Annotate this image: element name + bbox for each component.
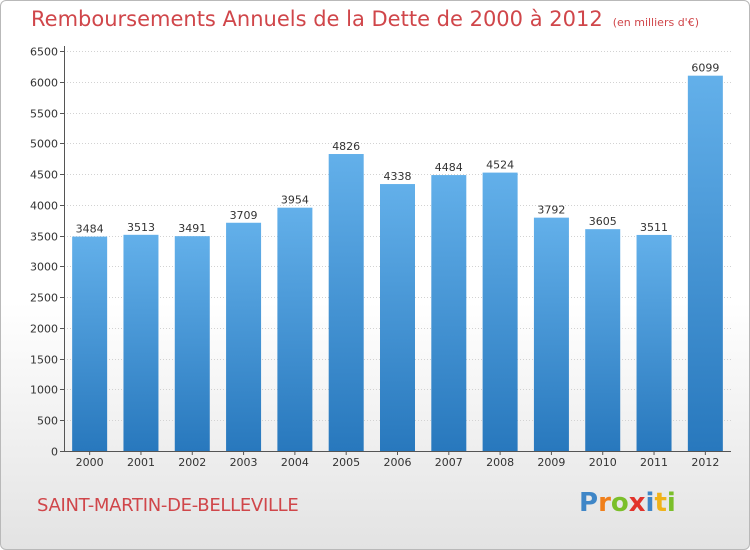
x-tick-label: 2006 <box>384 456 412 469</box>
y-tick-label: 4000 <box>30 200 58 213</box>
bar-value-label: 3511 <box>640 221 668 234</box>
y-tick-label: 1000 <box>30 384 58 397</box>
bar <box>687 75 723 451</box>
x-tick-label: 2001 <box>127 456 155 469</box>
labels: 0 500 1000 1500 2000 2500 3000 3500 4000 4500 5000… <box>30 46 719 470</box>
x-tick-label: 2007 <box>435 456 463 469</box>
x-tick-label: 2003 <box>230 456 258 469</box>
location-name: SAINT-MARTIN-DE-BELLEVILLE <box>37 495 299 516</box>
proxiti-logo: Proxiti <box>579 488 676 518</box>
logo-letter: r <box>598 488 611 518</box>
y-tick-label: 3000 <box>30 261 58 274</box>
y-tick-label: 0 <box>51 446 58 459</box>
bar <box>533 217 569 451</box>
x-tick-label: 2011 <box>640 456 668 469</box>
x-tick-label: 2010 <box>589 456 617 469</box>
y-tick-label: 2000 <box>30 323 58 336</box>
bar <box>72 236 108 451</box>
bar <box>328 154 364 451</box>
x-tick-label: 2004 <box>281 456 309 469</box>
y-tick-label: 3500 <box>30 231 58 244</box>
logo-letter: i <box>645 488 655 518</box>
x-tick-label: 2005 <box>332 456 360 469</box>
bar <box>123 234 159 451</box>
bar-value-label: 3709 <box>230 209 258 222</box>
bar <box>380 184 415 452</box>
y-tick-label: 5000 <box>30 138 58 151</box>
bars <box>72 75 723 452</box>
y-tick-label: 6500 <box>30 46 58 59</box>
chart-title-text: Remboursements Annuels de la Dette de 20… <box>31 7 603 31</box>
y-tick-label: 500 <box>37 415 58 428</box>
bar-value-label: 4484 <box>435 161 463 174</box>
chart-unit: (en milliers d'€) <box>612 16 699 29</box>
bar <box>431 175 467 452</box>
bar-value-label: 3605 <box>589 215 617 228</box>
logo-letter: o <box>610 488 629 518</box>
bar-value-label: 4338 <box>384 170 412 183</box>
chart-title: Remboursements Annuels de la Dette de 20… <box>31 7 699 31</box>
bar <box>174 236 210 451</box>
x-tick-label: 2012 <box>691 456 719 469</box>
bar-value-label: 4826 <box>332 140 360 153</box>
axes <box>60 46 731 455</box>
bar <box>482 172 518 451</box>
logo-letter: t <box>654 488 667 518</box>
logo-letter: P <box>579 488 599 518</box>
logo-letter: x <box>628 488 646 518</box>
x-tick-label: 2009 <box>537 456 565 469</box>
bar <box>636 234 672 451</box>
bar-value-label: 3954 <box>281 194 309 207</box>
y-tick-label: 5500 <box>30 108 58 121</box>
y-tick-label: 2500 <box>30 292 58 305</box>
x-tick-label: 2008 <box>486 456 514 469</box>
bar-value-label: 3491 <box>178 222 206 235</box>
logo-letter: i <box>666 488 676 518</box>
y-tick-label: 4500 <box>30 169 58 182</box>
x-tick-label: 2000 <box>76 456 104 469</box>
y-tick-label: 6000 <box>30 77 58 90</box>
bar-value-label: 3792 <box>537 204 565 217</box>
bar <box>585 229 621 451</box>
bar <box>277 207 313 451</box>
x-tick-label: 2002 <box>178 456 206 469</box>
bar <box>226 222 262 451</box>
bar-value-label: 6099 <box>691 62 719 75</box>
y-tick-label: 1500 <box>30 354 58 367</box>
bar-value-label: 3484 <box>76 223 104 236</box>
bar-value-label: 4524 <box>486 159 514 172</box>
bar-value-label: 3513 <box>127 221 155 234</box>
